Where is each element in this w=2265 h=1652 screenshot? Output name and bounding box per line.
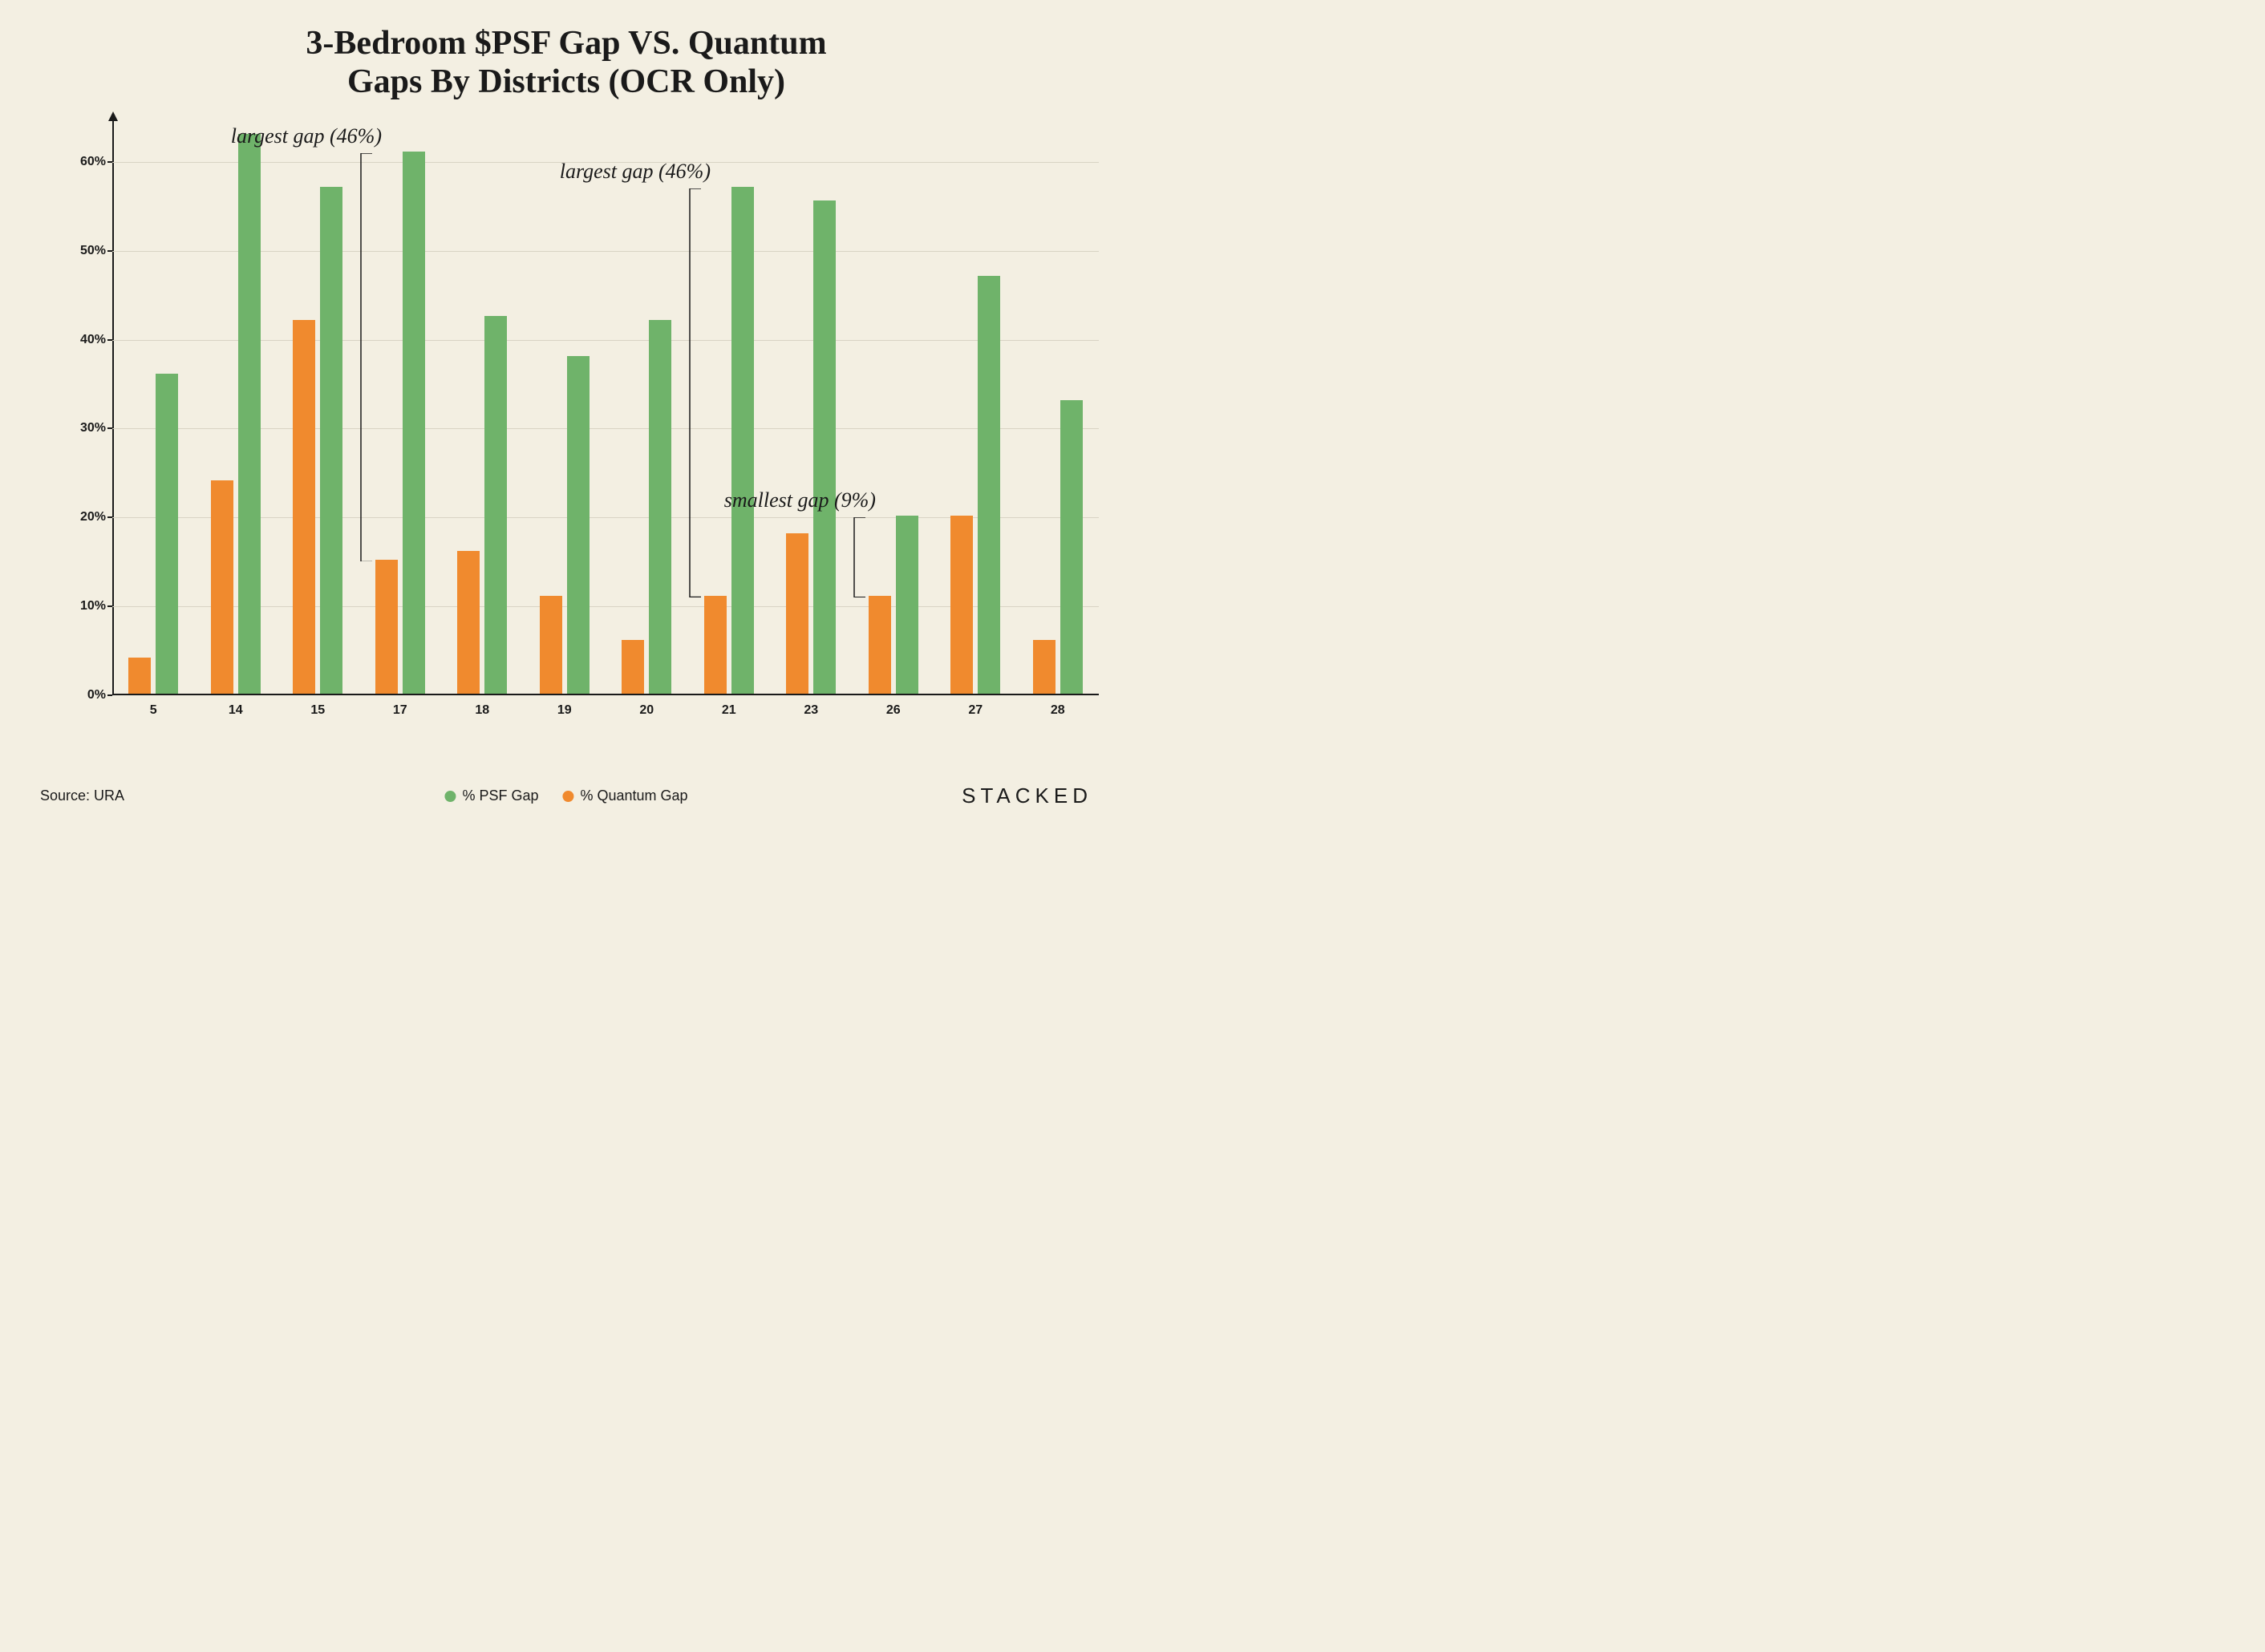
y-tick-mark	[107, 250, 112, 252]
y-tick-label: 60%	[72, 155, 106, 169]
legend-item: % PSF Gap	[444, 788, 538, 804]
bar	[238, 134, 261, 694]
annotation-bracket	[853, 517, 867, 597]
bar-group	[950, 276, 1000, 694]
bar-group	[293, 187, 342, 693]
bar	[403, 152, 425, 694]
bar-group	[457, 316, 507, 694]
annotation-bracket	[359, 153, 374, 562]
y-tick-label: 50%	[72, 244, 106, 258]
x-tick-label: 20	[639, 703, 654, 718]
legend-label: % PSF Gap	[462, 788, 538, 804]
bar	[704, 596, 727, 694]
bar	[540, 596, 562, 694]
bar	[293, 320, 315, 693]
y-tick-mark	[107, 161, 112, 163]
bar	[869, 596, 891, 694]
x-tick-label: 19	[557, 703, 572, 718]
bar	[813, 200, 836, 694]
x-tick-label: 23	[804, 703, 818, 718]
bar	[1033, 640, 1056, 693]
x-tick-label: 5	[150, 703, 157, 718]
legend-swatch	[444, 791, 456, 802]
chart-footer: Source: URA % PSF Gap % Quantum Gap STACK…	[40, 783, 1092, 808]
title-line-1: 3-Bedroom $PSF Gap VS. Quantum	[306, 25, 826, 62]
bar	[567, 356, 590, 694]
bar	[211, 480, 233, 694]
bar-group	[128, 374, 178, 694]
y-tick-label: 10%	[72, 599, 106, 613]
legend-swatch	[562, 791, 573, 802]
bar	[649, 320, 671, 693]
y-tick-label: 0%	[72, 688, 106, 703]
y-axis-line	[112, 118, 114, 695]
x-tick-label: 17	[393, 703, 407, 718]
y-tick-label: 40%	[72, 333, 106, 347]
x-tick-label: 15	[310, 703, 325, 718]
x-tick-label: 26	[886, 703, 901, 718]
x-tick-label: 27	[968, 703, 983, 718]
y-tick-mark	[107, 694, 112, 696]
bar-group	[622, 320, 671, 693]
bar-group	[375, 152, 425, 694]
x-tick-label: 14	[229, 703, 243, 718]
legend-item: % Quantum Gap	[562, 788, 687, 804]
y-tick-mark	[107, 605, 112, 607]
bar	[457, 551, 480, 693]
annotation-bracket	[688, 188, 703, 597]
bar	[622, 640, 644, 693]
x-axis-line	[112, 694, 1099, 695]
bar	[950, 516, 973, 694]
legend: % PSF Gap % Quantum Gap	[444, 788, 687, 804]
x-tick-label: 18	[475, 703, 489, 718]
bar-group	[211, 134, 261, 694]
bar	[731, 187, 754, 693]
bar-group	[1033, 400, 1083, 694]
bar	[375, 560, 398, 693]
bar-group	[869, 516, 918, 694]
bar	[320, 187, 342, 693]
x-tick-label: 28	[1051, 703, 1065, 718]
bar	[484, 316, 507, 694]
y-tick-mark	[107, 516, 112, 518]
y-tick-label: 30%	[72, 421, 106, 435]
x-tick-label: 21	[722, 703, 736, 718]
bar	[786, 533, 808, 693]
legend-label: % Quantum Gap	[580, 788, 687, 804]
bar	[1060, 400, 1083, 694]
bar-group	[540, 356, 590, 694]
bar	[978, 276, 1000, 694]
annotation-text: largest gap (46%)	[231, 124, 382, 148]
bar-group	[704, 187, 754, 693]
chart-title: 3-Bedroom $PSF Gap VS. Quantum Gaps By D…	[40, 24, 1092, 102]
bar-group	[786, 200, 836, 694]
y-tick-mark	[107, 427, 112, 429]
source-text: Source: URA	[40, 788, 124, 804]
bar	[896, 516, 918, 694]
chart-area: 0% 10% 20% 30% 40% 50% 60% 5 14 15 17 18 19 20 21 23 26 2…	[72, 118, 1099, 727]
title-line-2: Gaps By Districts (OCR Only)	[347, 63, 785, 100]
bar	[156, 374, 178, 694]
y-tick-label: 20%	[72, 510, 106, 524]
annotation-text: smallest gap (9%)	[724, 488, 876, 512]
y-tick-mark	[107, 339, 112, 341]
brand-logo: STACKED	[962, 783, 1092, 808]
annotation-text: largest gap (46%)	[560, 160, 711, 184]
bar	[128, 658, 151, 693]
